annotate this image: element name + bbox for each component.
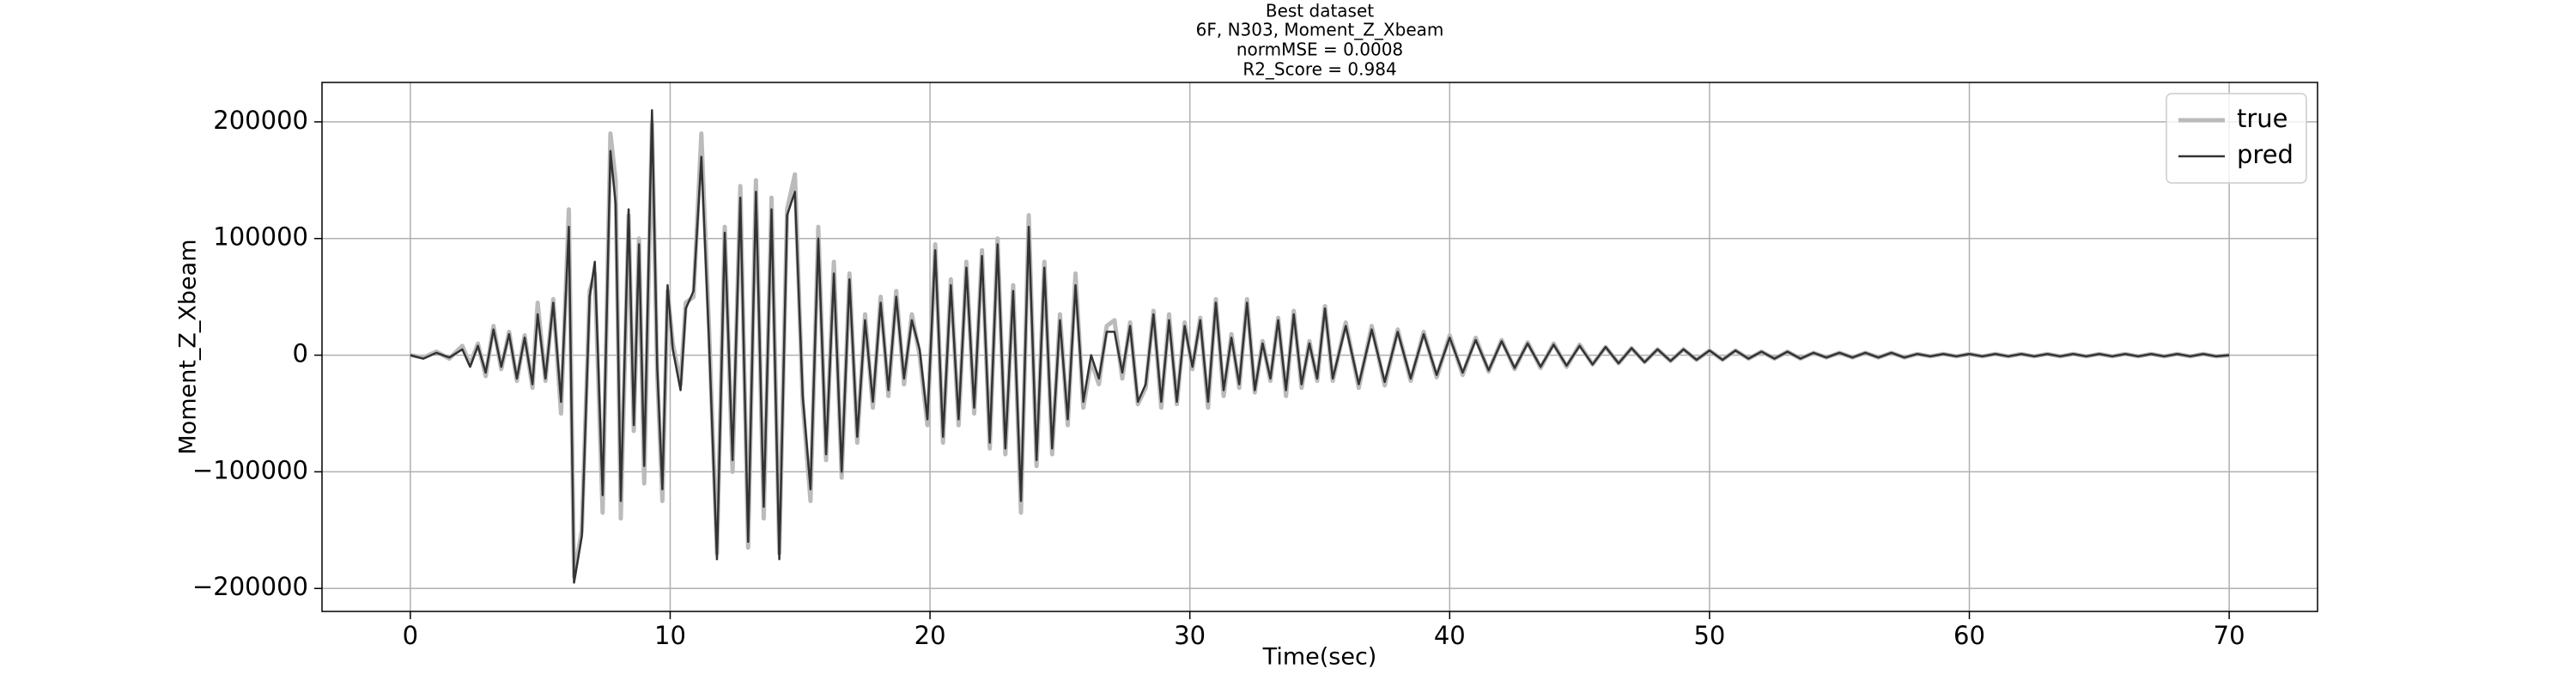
plot-frame (321, 82, 2318, 612)
x-tick-label: 0 (403, 621, 418, 650)
y-tick-label: −100000 (192, 455, 308, 484)
legend-box (2166, 93, 2307, 184)
legend-label: true (2237, 104, 2288, 133)
y-tick-label: 100000 (213, 222, 308, 252)
y-tick-label: −200000 (192, 572, 308, 601)
y-axis-label: Moment_Z_Xbeam (175, 239, 202, 454)
title-line: 6F, N303, Moment_Z_Xbeam (1196, 20, 1444, 40)
title-line: normMSE = 0.0008 (1236, 40, 1403, 60)
title-line: R2_Score = 0.984 (1242, 59, 1396, 80)
x-tick-label: 60 (1953, 621, 1985, 650)
x-tick-label: 10 (654, 621, 686, 650)
x-tick-label: 30 (1174, 621, 1206, 650)
y-tick-label: 0 (293, 339, 308, 368)
y-tick-label: 200000 (213, 106, 308, 135)
title-line: Best dataset (1266, 1, 1374, 21)
legend-label: pred (2237, 140, 2293, 169)
x-tick-label: 70 (2214, 621, 2245, 650)
x-tick-label: 50 (1693, 621, 1725, 650)
series-line (410, 109, 2230, 584)
x-tick-label: 20 (914, 621, 946, 650)
x-tick-label: 40 (1434, 621, 1466, 650)
x-axis-label: Time(sec) (1262, 644, 1377, 671)
